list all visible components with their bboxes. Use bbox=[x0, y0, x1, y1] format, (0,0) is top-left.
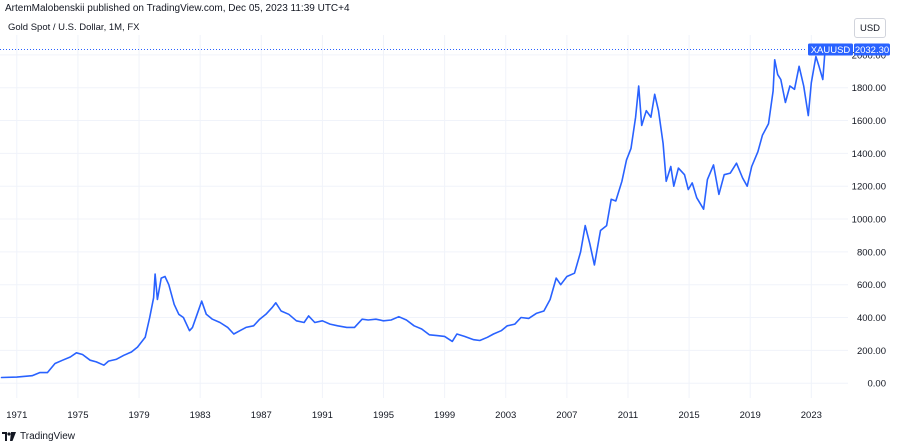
x-tick-label: 2019 bbox=[740, 410, 761, 421]
y-tick-label: 1200.00 bbox=[852, 182, 886, 193]
x-tick-label: 1975 bbox=[67, 410, 88, 421]
x-tick-label: 1987 bbox=[251, 410, 272, 421]
y-tick-label: 1800.00 bbox=[852, 83, 886, 94]
x-tick-label: 1995 bbox=[373, 410, 394, 421]
y-tick-label: 800.00 bbox=[857, 247, 886, 258]
x-tick-label: 1979 bbox=[128, 410, 149, 421]
x-tick-label: 2023 bbox=[801, 410, 822, 421]
y-tick-label: 200.00 bbox=[857, 346, 886, 357]
symbol-tag-text: XAUUSD bbox=[811, 45, 851, 56]
y-tick-label: 2000.00 bbox=[852, 50, 886, 61]
tradingview-brand-text: TradingView bbox=[20, 431, 76, 442]
y-tick-label: 600.00 bbox=[857, 280, 886, 291]
y-tick-label: 0.00 bbox=[868, 379, 887, 390]
currency-button[interactable]: USD bbox=[854, 18, 886, 38]
y-tick-label: 400.00 bbox=[857, 313, 886, 324]
tradingview-logo-icon bbox=[2, 432, 16, 441]
plot-area bbox=[0, 48, 826, 379]
x-tick-label: 2011 bbox=[618, 410, 638, 421]
symbol-description: Gold Spot / U.S. Dollar, 1M, FX bbox=[8, 22, 140, 33]
tradingview-logo: TradingView bbox=[2, 431, 75, 442]
grid bbox=[0, 35, 848, 398]
x-tick-label: 1971 bbox=[6, 410, 27, 421]
published-by-line: ArtemMalobenskii published on TradingVie… bbox=[5, 3, 350, 14]
y-tick-label: 1400.00 bbox=[852, 149, 886, 160]
last-price-tag bbox=[854, 43, 890, 56]
x-axis: 1971 1975 1979 1983 1987 1991 1995 1999 2003 2007… bbox=[6, 410, 822, 421]
last-price-tag-text: 2032.30 bbox=[855, 45, 889, 56]
x-tick-label: 2003 bbox=[495, 410, 516, 421]
last-price-marker: XAUUSD 2032.30 bbox=[0, 43, 890, 56]
y-tick-label: 1000.00 bbox=[852, 215, 886, 226]
x-tick-label: 2007 bbox=[556, 410, 577, 421]
y-tick-label: 1600.00 bbox=[852, 116, 886, 127]
series-line-xauusd bbox=[0, 48, 826, 379]
x-tick-label: 1999 bbox=[434, 410, 455, 421]
x-tick-label: 2015 bbox=[679, 410, 700, 421]
y-axis: 0.00 200.00 400.00 600.00 800.00 1000.00 1200.… bbox=[852, 50, 886, 389]
symbol-tag bbox=[808, 43, 853, 56]
x-tick-label: 1991 bbox=[312, 410, 333, 421]
x-tick-label: 1983 bbox=[190, 410, 211, 421]
